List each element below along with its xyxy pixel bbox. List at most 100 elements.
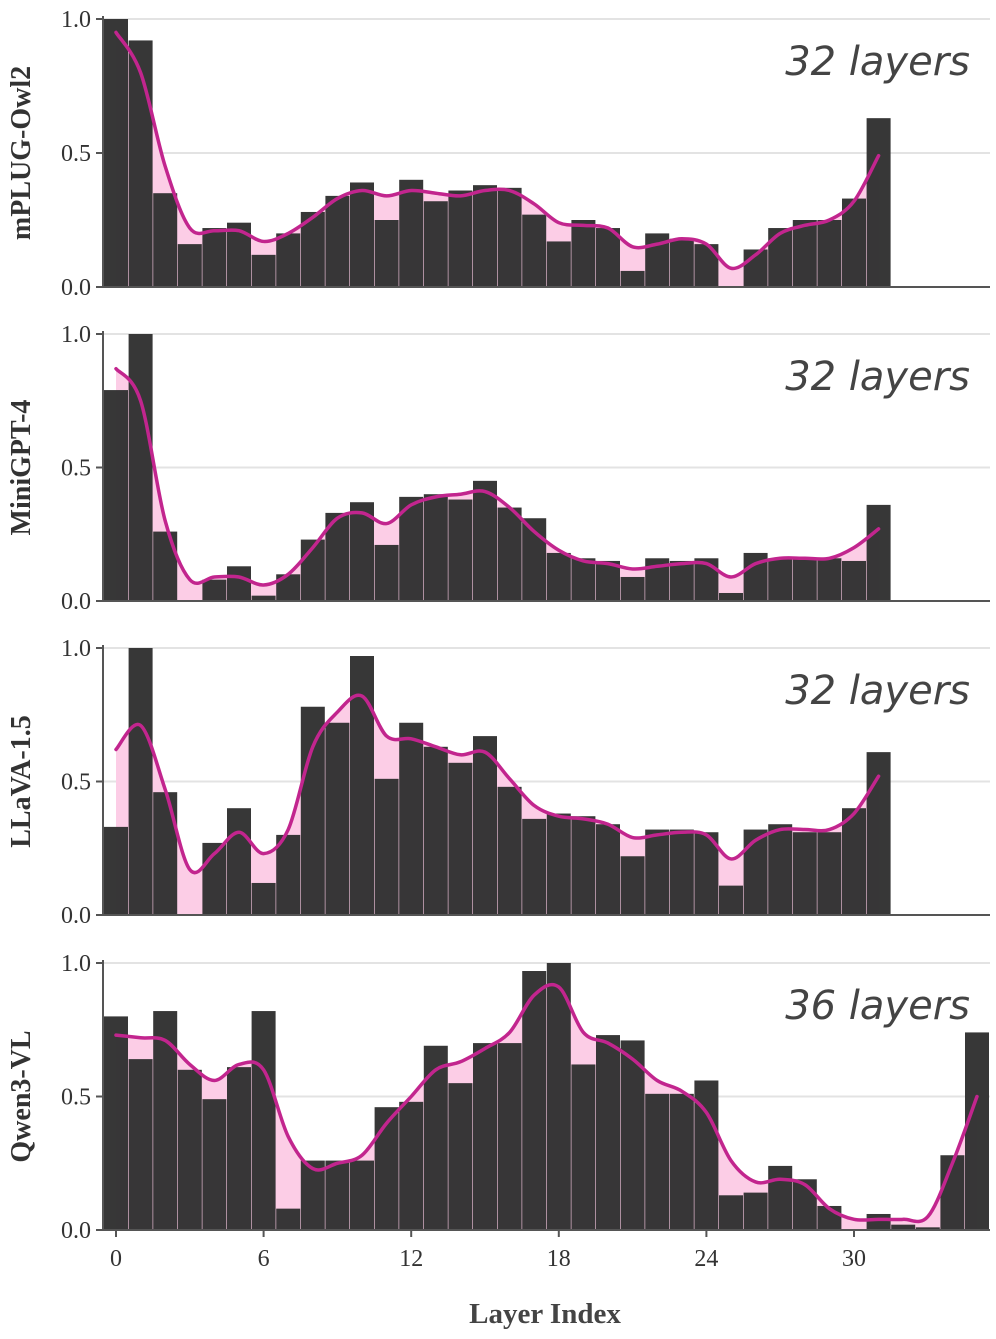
bar-layer-18: [546, 813, 571, 915]
bar-layer-1: [128, 1059, 153, 1230]
bar-layer-0: [104, 1016, 128, 1230]
layer-count-annotation: 32 layers: [785, 354, 970, 400]
bar-layer-16: [497, 507, 522, 601]
bar-layer-1: [128, 40, 153, 287]
bar-layer-14: [448, 499, 473, 601]
x-tick-label: 12: [399, 1246, 423, 1272]
bar-layer-5: [227, 808, 251, 915]
panel-llava-1-5: 0.0 0.5 1.0 LLaVA-1.5 32 layers: [6, 636, 990, 929]
bar-layer-18: [546, 963, 571, 1230]
bar-layer-28: [792, 832, 817, 915]
bar-layer-10: [350, 656, 374, 915]
y-tick-label: 0.5: [61, 141, 91, 167]
bar-layer-29: [817, 558, 842, 601]
bar-layer-20: [596, 824, 620, 915]
bar-layer-11: [374, 220, 399, 287]
panel-qwen3-vl: 0.0 0.5 1.0 Qwen3-VL 36 layers 0 6 12 18 24 30: [6, 951, 990, 1272]
bar-layer-2: [153, 1011, 178, 1230]
bar-layer-11: [374, 778, 399, 915]
bar-layer-12: [399, 179, 424, 287]
bar-layer-15: [473, 480, 497, 601]
bar-layer-26: [743, 1192, 768, 1230]
bar-layer-19: [571, 220, 596, 287]
bar-layer-6: [251, 882, 276, 915]
bar-layer-27: [768, 228, 793, 287]
bar-layer-23: [669, 829, 694, 915]
bar-layer-9: [325, 195, 350, 287]
layer-count-annotation: 36 layers: [785, 983, 970, 1029]
bar-layer-6: [251, 1011, 276, 1230]
bar-layer-27: [768, 1165, 793, 1230]
density-curve: [114, 30, 881, 271]
bar-layer-4: [202, 1099, 227, 1230]
bar-layer-23: [669, 238, 694, 287]
bar-layer-11: [374, 1107, 399, 1230]
bar-layer-5: [227, 1067, 251, 1230]
bar-layer-9: [325, 722, 350, 915]
bar-layer-26: [743, 829, 768, 915]
bar-layer-13: [423, 201, 448, 287]
bar-layer-1: [128, 648, 153, 915]
bar-layer-31: [866, 1213, 891, 1230]
bar-layer-23: [669, 1093, 694, 1230]
bar-layer-25: [719, 1195, 743, 1230]
bar-layer-25: [719, 885, 743, 915]
bar-layer-7: [276, 1208, 301, 1230]
model-label: Qwen3-VL: [6, 1030, 37, 1162]
y-tick-label: 0.5: [61, 770, 91, 796]
bar-layer-7: [276, 834, 301, 915]
bar-layer-23: [669, 560, 694, 601]
bar-layer-19: [571, 558, 596, 601]
model-label: LLaVA-1.5: [6, 715, 37, 848]
bar-layer-22: [645, 1093, 670, 1230]
bar-layer-3: [177, 244, 202, 287]
bar-layer-30: [842, 808, 866, 915]
bar-layer-30: [842, 198, 866, 287]
model-label: MiniGPT-4: [6, 400, 37, 536]
bar-layer-10: [350, 502, 374, 601]
bar-layer-4: [202, 579, 227, 601]
bar-layer-13: [423, 494, 448, 601]
y-tick-label: 0.0: [61, 903, 91, 929]
bar-layer-21: [620, 576, 645, 601]
model-label: mPLUG-Owl2: [6, 66, 37, 240]
bar-layer-19: [571, 1064, 596, 1230]
bar-layer-4: [202, 228, 227, 287]
bar-layer-1: [128, 334, 153, 601]
y-tick-label: 0.0: [61, 589, 91, 615]
bar-layer-35: [965, 1032, 989, 1230]
bar-layer-16: [497, 1043, 522, 1230]
panel-mplug-owl2: 0.0 0.5 1.0 mPLUG-Owl2 32 layers: [6, 7, 990, 301]
bar-layer-8: [300, 706, 325, 915]
y-tick-label: 1.0: [61, 951, 91, 977]
bar-layer-27: [768, 824, 793, 915]
bar-layer-12: [399, 1101, 424, 1230]
bar-layer-19: [571, 816, 596, 915]
bar-layer-14: [448, 762, 473, 915]
bar-layer-10: [350, 182, 374, 287]
bar-layer-33: [915, 1227, 940, 1230]
density-curve: [114, 693, 881, 875]
bar-layer-0: [104, 826, 128, 915]
y-tick-label: 0.5: [61, 1085, 91, 1111]
bar-layer-13: [423, 1045, 448, 1230]
bar-layer-32: [891, 1224, 916, 1230]
bar-layer-17: [522, 971, 547, 1230]
bar-layer-14: [448, 190, 473, 287]
y-tick-label: 0.5: [61, 456, 91, 482]
y-tick-label: 1.0: [61, 636, 91, 662]
bar-layer-17: [522, 818, 547, 915]
bar-layer-27: [768, 558, 793, 601]
y-tick-label: 1.0: [61, 322, 91, 348]
layer-count-annotation: 32 layers: [785, 668, 970, 714]
bar-layer-28: [792, 220, 817, 287]
x-axis-label: Layer Index: [469, 1298, 621, 1330]
bar-layer-20: [596, 228, 620, 287]
panel-minigpt-4: 0.0 0.5 1.0 MiniGPT-4 32 layers: [6, 322, 990, 615]
layer-count-annotation: 32 layers: [785, 39, 970, 85]
bar-layer-6: [251, 595, 276, 601]
x-tick-label: 24: [694, 1246, 718, 1272]
bar-layer-21: [620, 1040, 645, 1230]
bar-layer-2: [153, 193, 178, 287]
